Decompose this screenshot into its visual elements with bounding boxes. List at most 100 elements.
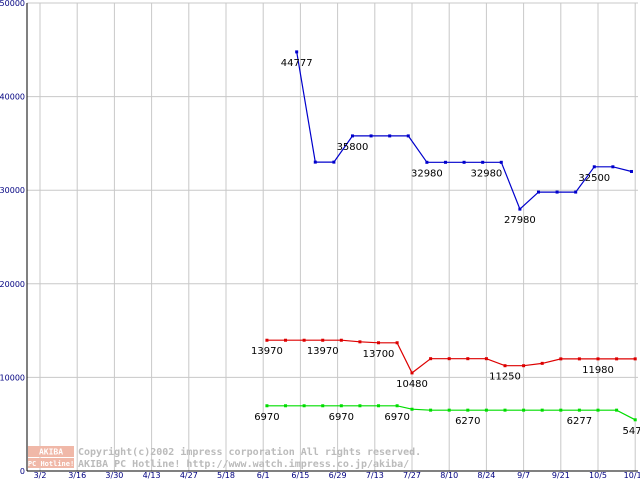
x-tick-label: 3/16 [68, 471, 86, 480]
series-2-point [466, 408, 470, 412]
x-tick-label: 6/15 [291, 471, 309, 480]
data-label: 32500 [578, 173, 610, 184]
series-2-point [540, 408, 544, 412]
series-1-point [615, 357, 619, 361]
series-1-point [633, 357, 637, 361]
data-label: 6970 [384, 412, 409, 423]
series-2-point [429, 408, 433, 412]
x-tick-label: 8/24 [477, 471, 495, 480]
data-label: 32980 [470, 168, 502, 179]
series-0-point [481, 160, 485, 164]
data-label: 6970 [329, 412, 354, 423]
series-2-point [321, 404, 325, 408]
data-label: 44777 [281, 58, 313, 69]
series-2-point [633, 418, 637, 422]
y-tick-label: 0 [20, 467, 25, 476]
series-1-point [447, 357, 451, 361]
site-url-line: AKIBA PC Hotline! http://www.watch.impre… [78, 458, 409, 470]
series-1-point [559, 357, 563, 361]
x-tick-label: 8/10 [440, 471, 458, 480]
chart-series [265, 50, 637, 422]
data-label: 6270 [455, 416, 480, 427]
series-1-point [484, 357, 488, 361]
x-tick-label: 10/12 [624, 471, 640, 480]
x-tick-label: 6/29 [329, 471, 347, 480]
series-0-point [499, 160, 503, 164]
series-0-point [313, 160, 317, 164]
series-0-point [462, 160, 466, 164]
x-tick-label: 9/21 [552, 471, 570, 480]
series-2-point [284, 404, 288, 408]
logo-top-text: AKIBA [39, 448, 63, 457]
y-tick-label: 10000 [0, 373, 25, 382]
data-label: 10480 [396, 379, 428, 390]
series-0-point [555, 190, 559, 194]
series-2-point [395, 404, 399, 408]
series-2-point [503, 408, 507, 412]
series-2-point [265, 404, 269, 408]
series-1-point [540, 361, 544, 365]
chart-data-labels: 44777 35800 32980 32980 27980 32500 13970 13970… [251, 58, 640, 437]
series-2-point [596, 408, 600, 412]
data-label: 35800 [337, 142, 369, 153]
x-tick-label: 5/18 [217, 471, 235, 480]
series-1-point [577, 357, 581, 361]
series-1-point [377, 341, 381, 345]
series-1-point [410, 371, 414, 375]
series-0-point [425, 160, 429, 164]
data-label: 13700 [363, 349, 395, 360]
logo-bottom-text: PC Hotline! [28, 460, 74, 468]
series-2-point [339, 404, 343, 408]
x-tick-label: 3/2 [34, 471, 47, 480]
series-1-point [466, 357, 470, 361]
series-0-line [296, 51, 632, 211]
x-tick-label: 4/13 [143, 471, 161, 480]
x-tick-label: 10/5 [589, 471, 607, 480]
chart-grid [27, 2, 638, 472]
series-0-point [406, 134, 410, 138]
series-2-point [447, 408, 451, 412]
data-label: 27980 [504, 215, 536, 226]
data-label: 13970 [307, 346, 339, 357]
y-tick-label: 30000 [0, 186, 25, 195]
x-tick-label: 3/30 [105, 471, 123, 480]
data-label: 5470 [622, 426, 640, 437]
series-0-point [388, 134, 392, 138]
series-1-point [265, 338, 269, 342]
series-0-point [574, 190, 578, 194]
series-1-point [284, 338, 288, 342]
series-0-point [518, 207, 522, 211]
x-tick-label: 7/27 [403, 471, 421, 480]
series-1-point [596, 357, 600, 361]
series-0-point [332, 160, 336, 164]
copyright-line: Copyright(c)2002 impress corporation All… [78, 446, 421, 458]
series-1-point [302, 338, 306, 342]
series-1-point [321, 338, 325, 342]
data-label: 11980 [582, 365, 614, 376]
series-1-point [522, 364, 526, 368]
logo-top-box [28, 446, 74, 457]
series-0-point [629, 169, 633, 173]
x-tick-label: 7/13 [366, 471, 384, 480]
logo-bottom-box [28, 458, 74, 468]
data-label: 6277 [567, 416, 592, 427]
series-2-point [377, 404, 381, 408]
data-label: 11250 [489, 372, 521, 383]
series-2-point [577, 408, 581, 412]
series-2-point [302, 404, 306, 408]
series-1-point [429, 357, 433, 361]
y-tick-label: 40000 [0, 93, 25, 102]
series-1-point [503, 364, 507, 368]
series-2-point [358, 404, 362, 408]
series-0-point [443, 160, 447, 164]
y-tick-label: 50000 [0, 0, 25, 8]
series-2-point [559, 408, 563, 412]
series-2-point [484, 408, 488, 412]
series-2-point [615, 408, 619, 412]
series-0-point [369, 134, 373, 138]
series-0-point [611, 165, 615, 169]
data-label: 6970 [254, 412, 279, 423]
series-1-point [395, 341, 399, 345]
